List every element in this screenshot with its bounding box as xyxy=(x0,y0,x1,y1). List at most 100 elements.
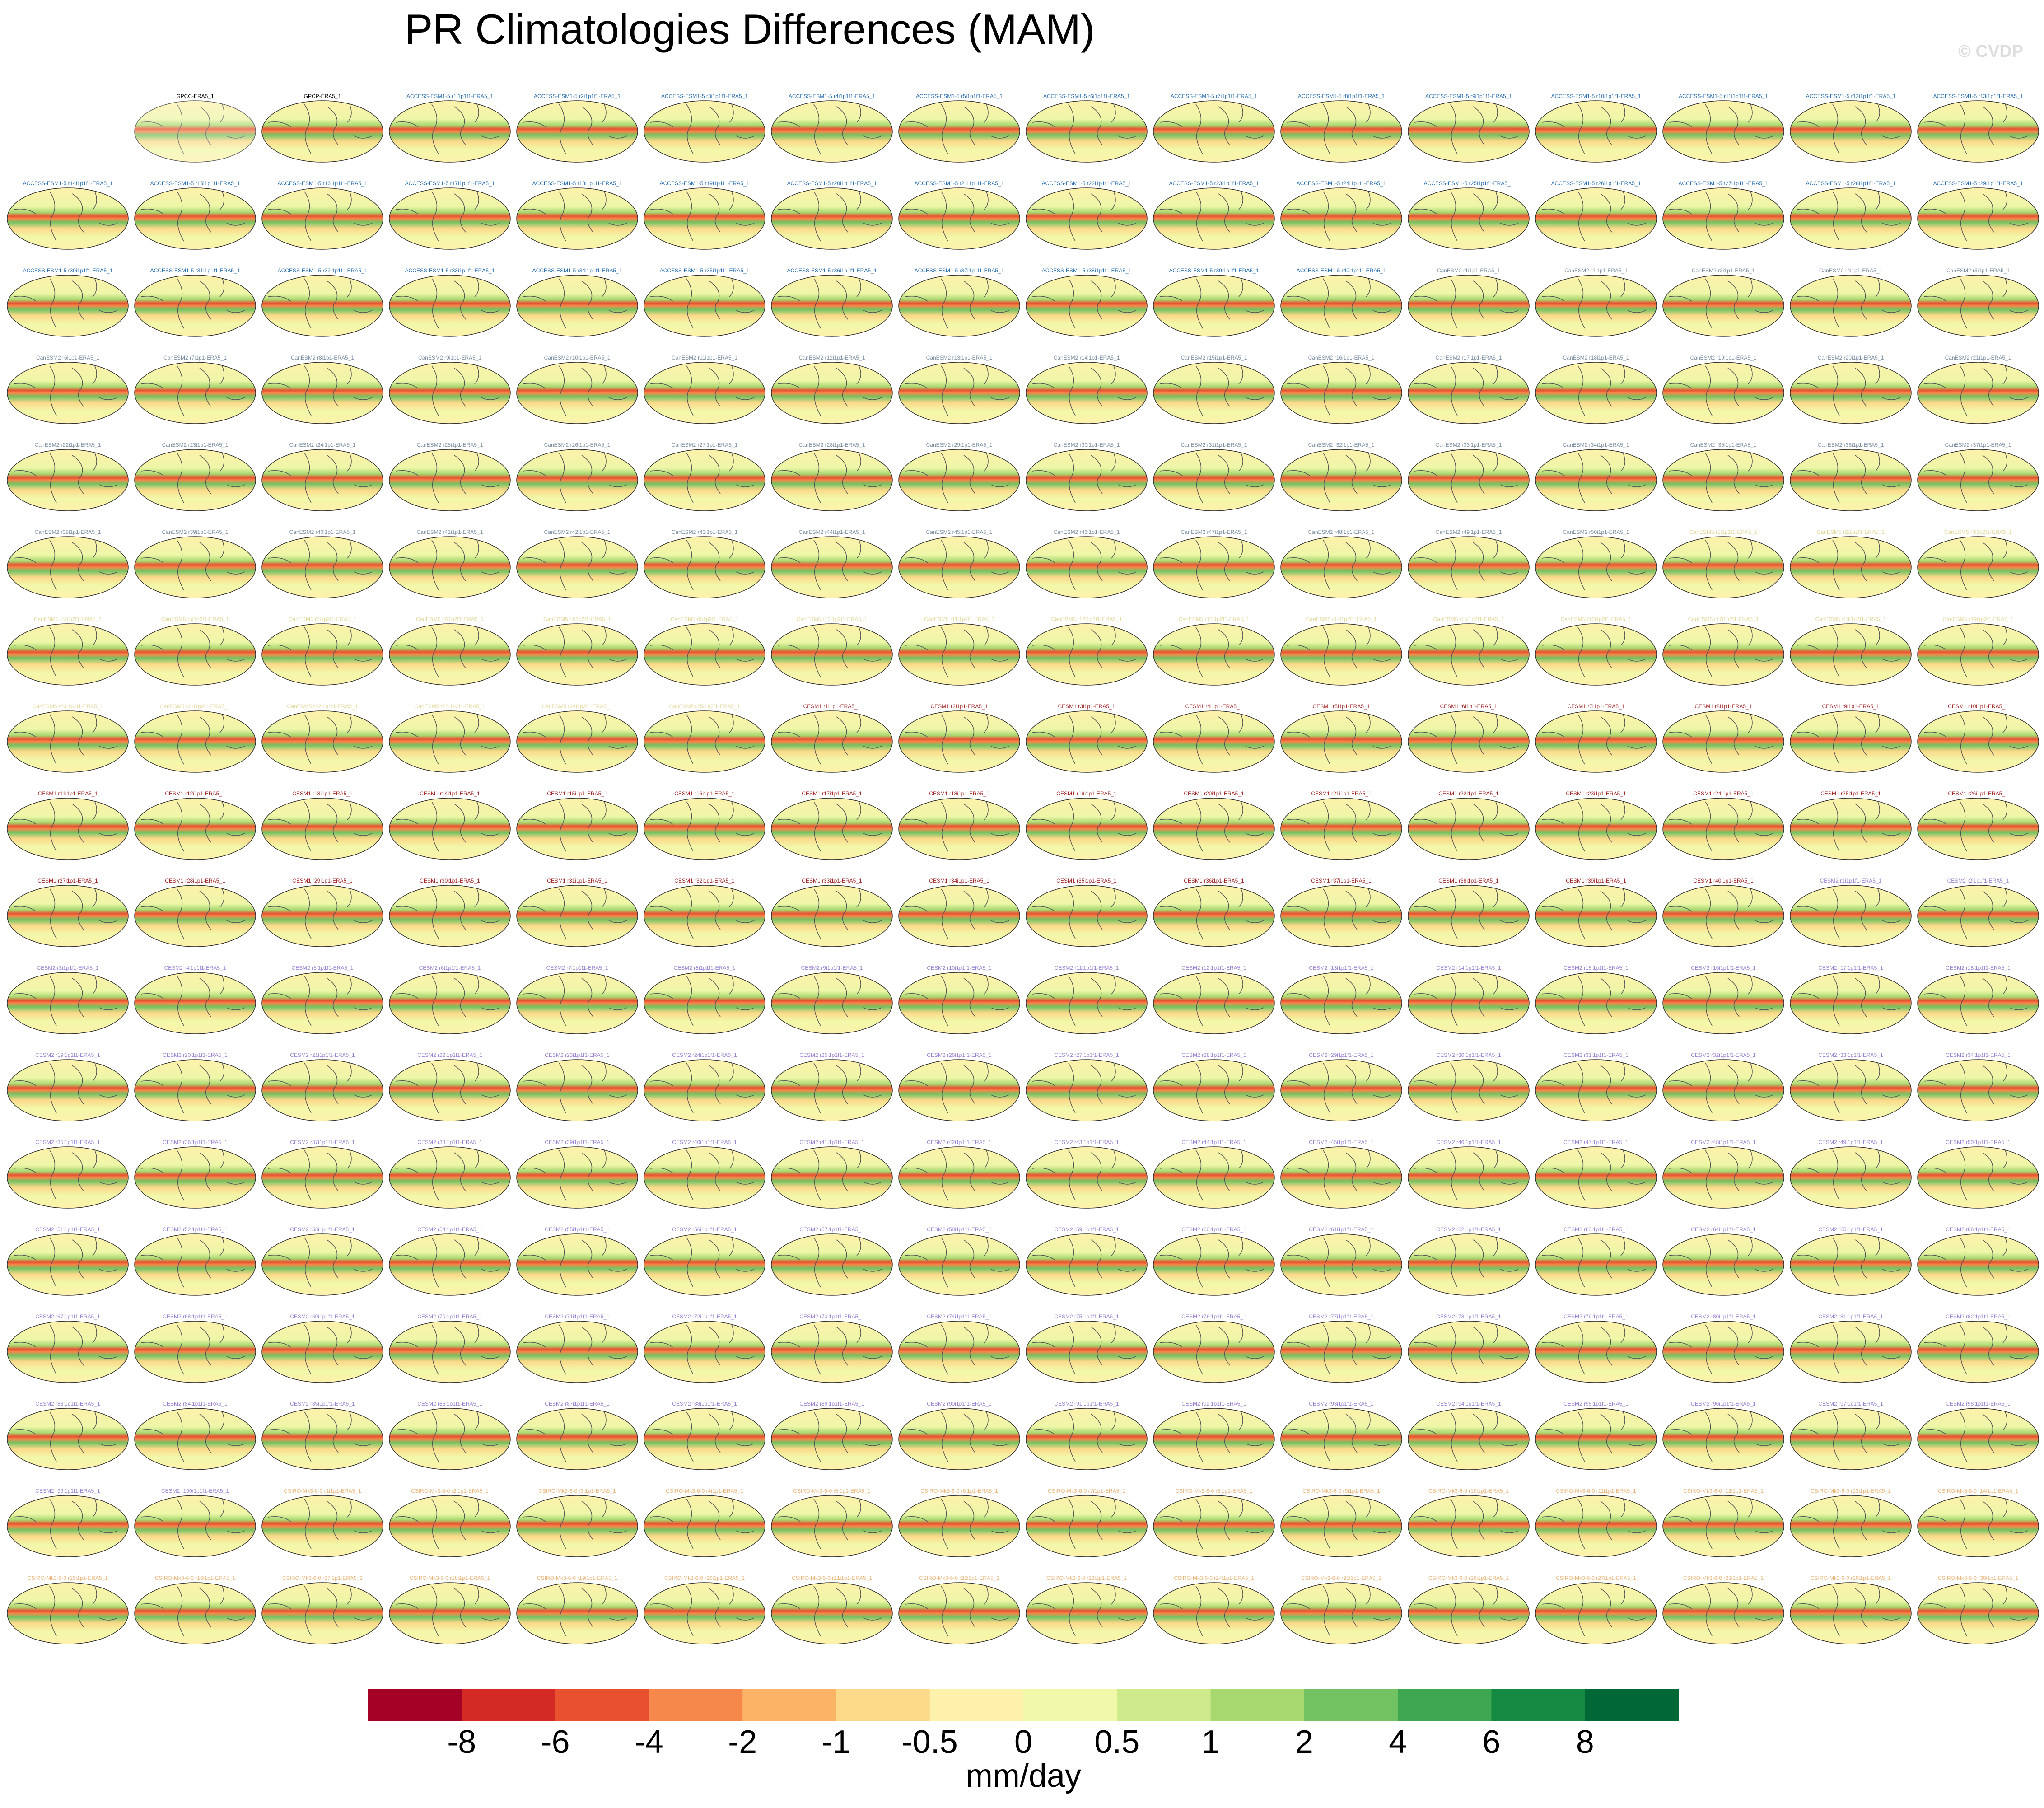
map xyxy=(1790,362,1911,424)
map-panel: CanESM5 r20i1p2f1-ERA5_1 xyxy=(7,703,128,772)
map-panel: CESM2 r27i1p1f1-ERA5_1 xyxy=(1026,1052,1147,1121)
map xyxy=(389,798,510,860)
map-panel: CESM1 r12i1p1-ERA5_1 xyxy=(135,790,256,860)
map-panel: CanESM2 r31i1p1-ERA5_1 xyxy=(1153,442,1274,511)
map-panel: CESM2 r32i1p1f1-ERA5_1 xyxy=(1663,1052,1784,1121)
map-panel: CanESM2 r9i1p1-ERA5_1 xyxy=(389,355,510,424)
panel-label: ACCESS-ESM1-5 r24i1p1f1-ERA5_1 xyxy=(1297,180,1386,187)
map xyxy=(1790,101,1911,162)
map-panel: CSIRO-Mk3-6-0 r3i1p1-ERA5_1 xyxy=(517,1488,638,1557)
panel-label: CSIRO-Mk3-6-0 r24i1p1-ERA5_1 xyxy=(1174,1575,1254,1581)
panel-label: CESM2 r41i1p1f1-ERA5_1 xyxy=(799,1139,864,1145)
map xyxy=(389,1495,510,1557)
map-panel: CESM2 r89i1p1f1-ERA5_1 xyxy=(771,1401,892,1470)
map-panel: CESM2 r49i1p1f1-ERA5_1 xyxy=(1790,1139,1911,1208)
map xyxy=(1281,1495,1402,1557)
map xyxy=(1663,798,1784,860)
map-panel: CanESM2 r20i1p1-ERA5_1 xyxy=(1790,355,1911,424)
panel-label: CanESM5 r20i1p2f1-ERA5_1 xyxy=(33,703,103,710)
panel-label: CESM2 r32i1p1f1-ERA5_1 xyxy=(1691,1052,1756,1058)
map-panel: CanESM2 r1i1p1-ERA5_1 xyxy=(1408,267,1529,336)
map xyxy=(1790,711,1911,772)
panel-label: CESM2 r49i1p1f1-ERA5_1 xyxy=(1818,1139,1883,1145)
panel-label: CESM2 r82i1p1f1-ERA5_1 xyxy=(1946,1313,2011,1320)
panel-label: ACCESS-ESM1-5 r10i1p1f1-ERA5_1 xyxy=(1551,93,1641,99)
map-panel: CESM1 r32i1p1-ERA5_1 xyxy=(644,878,765,947)
map-panel: CESM2 r76i1p1f1-ERA5_1 xyxy=(1153,1313,1274,1383)
panel-label: CESM2 r18i1p1f1-ERA5_1 xyxy=(1946,965,2011,971)
map xyxy=(135,362,256,424)
map-panel: CESM1 r14i1p1-ERA5_1 xyxy=(389,790,510,860)
map xyxy=(135,1583,256,1644)
panel-label: CSIRO-Mk3-6-0 r10i1p1-ERA5_1 xyxy=(1428,1488,1509,1494)
panel-label: CESM1 r6i1p1-ERA5_1 xyxy=(1440,703,1498,710)
panel-label: CanESM5 r10i1p2f1-ERA5_1 xyxy=(797,616,868,622)
map-panel: CanESM2 r5i1p1-ERA5_1 xyxy=(1918,267,2039,336)
panel-label: CanESM2 r44i1p1-ERA5_1 xyxy=(799,529,865,535)
colorbar-box xyxy=(462,1689,556,1721)
panel-label: ACCESS-ESM1-5 r9i1p1f1-ERA5_1 xyxy=(1425,93,1512,99)
map xyxy=(644,275,765,336)
map-panel: CESM2 r77i1p1f1-ERA5_1 xyxy=(1281,1313,1402,1383)
map-panel: CanESM2 r41i1p1-ERA5_1 xyxy=(389,529,510,598)
panel-label: CESM1 r29i1p1-ERA5_1 xyxy=(292,878,353,884)
map xyxy=(899,1408,1020,1470)
panel-label: CESM2 r30i1p1f1-ERA5_1 xyxy=(1436,1052,1501,1058)
map-panel: CESM1 r21i1p1-ERA5_1 xyxy=(1281,790,1402,860)
panel-label: CESM1 r22i1p1-ERA5_1 xyxy=(1438,790,1499,797)
panel-label: CESM2 r6i1p1f1-ERA5_1 xyxy=(419,965,481,971)
map xyxy=(389,362,510,424)
panel-label: CESM2 r9i1p1f1-ERA5_1 xyxy=(801,965,863,971)
map-panel: CanESM5 r12i1p2f1-ERA5_1 xyxy=(1026,616,1147,685)
panel-label: CanESM2 r45i1p1-ERA5_1 xyxy=(926,529,993,535)
map xyxy=(1535,711,1657,772)
map-panel: CESM2 r87i1p1f1-ERA5_1 xyxy=(517,1401,638,1470)
map-panel: CESM2 r92i1p1f1-ERA5_1 xyxy=(1153,1401,1274,1470)
panel-label: CanESM5 r12i1p2f1-ERA5_1 xyxy=(1051,616,1122,622)
map-panel: ACCESS-ESM1-5 r20i1p1f1-ERA5_1 xyxy=(771,180,892,249)
map-panel: ACCESS-ESM1-5 r24i1p1f1-ERA5_1 xyxy=(1281,180,1402,249)
map xyxy=(1026,1321,1147,1383)
map-panel: ACCESS-ESM1-5 r8i1p1f1-ERA5_1 xyxy=(1281,93,1402,162)
map-panel: CESM2 r2i1p1f1-ERA5_1 xyxy=(1918,878,2039,947)
colorbar-box xyxy=(368,1689,462,1721)
map-panel: ACCESS-ESM1-5 r38i1p1f1-ERA5_1 xyxy=(1026,267,1147,336)
map xyxy=(771,624,892,685)
colorbar-label: -2 xyxy=(728,1724,757,1760)
panel-label: ACCESS-ESM1-5 r28i1p1f1-ERA5_1 xyxy=(1806,180,1896,187)
map-panel: CESM2 r16i1p1f1-ERA5_1 xyxy=(1663,965,1784,1034)
map-panel: CESM2 r6i1p1f1-ERA5_1 xyxy=(389,965,510,1034)
map xyxy=(517,275,638,336)
map xyxy=(1153,188,1274,249)
map-panel: CSIRO-Mk3-6-0 r27i1p1-ERA5_1 xyxy=(1535,1575,1657,1644)
map xyxy=(1408,885,1529,947)
map xyxy=(1153,1060,1274,1121)
panel-label: CESM2 r17i1p1f1-ERA5_1 xyxy=(1818,965,1883,971)
map-panel: CanESM5 r24i1p2f1-ERA5_1 xyxy=(517,703,638,772)
map xyxy=(1663,1408,1784,1470)
map-panel: ACCESS-ESM1-5 r32i1p1f1-ERA5_1 xyxy=(262,267,383,336)
map xyxy=(1535,798,1657,860)
map-panel: CESM1 r15i1p1-ERA5_1 xyxy=(517,790,638,860)
map xyxy=(1153,537,1274,598)
panel-label: CESM2 r60i1p1f1-ERA5_1 xyxy=(1181,1226,1246,1233)
panel-label: CESM1 r28i1p1-ERA5_1 xyxy=(165,878,225,884)
map-panel: CanESM2 r14i1p1-ERA5_1 xyxy=(1026,355,1147,424)
panel-label: CESM2 r56i1p1f1-ERA5_1 xyxy=(672,1226,737,1233)
panel-label: CESM1 r21i1p1-ERA5_1 xyxy=(1311,790,1372,797)
map xyxy=(899,188,1020,249)
panel-label: CESM1 r36i1p1-ERA5_1 xyxy=(1184,878,1244,884)
map-panel: CESM2 r98i1p1f1-ERA5_1 xyxy=(1918,1401,2039,1470)
panel-label: CESM2 r65i1p1f1-ERA5_1 xyxy=(1818,1226,1883,1233)
colorbar-box xyxy=(1023,1689,1117,1721)
panel-label: CSIRO-Mk3-6-0 r23i1p1-ERA5_1 xyxy=(1046,1575,1127,1581)
map-panel: CESM2 r55i1p1f1-ERA5_1 xyxy=(517,1226,638,1295)
map xyxy=(644,1408,765,1470)
map xyxy=(7,1060,128,1121)
panel-label: CESM1 r39i1p1-ERA5_1 xyxy=(1566,878,1626,884)
panel-label: CanESM2 r33i1p1-ERA5_1 xyxy=(1436,442,1502,448)
map xyxy=(135,449,256,511)
map-panel: CanESM2 r27i1p1-ERA5_1 xyxy=(644,442,765,511)
panel-label: CESM2 r55i1p1f1-ERA5_1 xyxy=(545,1226,610,1233)
panel-label: CESM1 r14i1p1-ERA5_1 xyxy=(420,790,480,797)
